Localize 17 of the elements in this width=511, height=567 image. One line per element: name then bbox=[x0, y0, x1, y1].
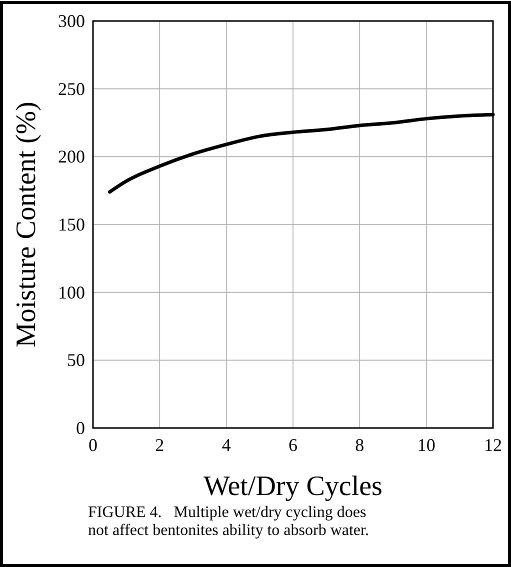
y-axis-title: Moisture Content (%) bbox=[11, 102, 42, 348]
y-tick-label: 250 bbox=[58, 78, 85, 99]
caption: FIGURE 4. Multiple wet/dry cycling does not affect bentonites ability to absorb water. bbox=[88, 504, 369, 539]
y-tick-label: 0 bbox=[76, 418, 85, 438]
y-tick-label: 150 bbox=[58, 214, 85, 234]
y-tick-label: 200 bbox=[58, 146, 85, 167]
x-tick-label: 6 bbox=[288, 435, 298, 455]
y-tick-label: 50 bbox=[67, 350, 85, 370]
x-tick-label: 10 bbox=[417, 435, 436, 455]
x-tick-label: 12 bbox=[484, 435, 502, 455]
x-tick-label: 0 bbox=[88, 435, 98, 455]
y-tick-label: 300 bbox=[58, 11, 85, 31]
x-tick-label: 4 bbox=[222, 435, 231, 455]
x-tick-label: 2 bbox=[155, 435, 164, 455]
x-axis-title: Wet/Dry Cycles bbox=[204, 471, 382, 502]
y-tick-label: 100 bbox=[58, 282, 85, 302]
x-tick-label: 8 bbox=[355, 435, 364, 455]
